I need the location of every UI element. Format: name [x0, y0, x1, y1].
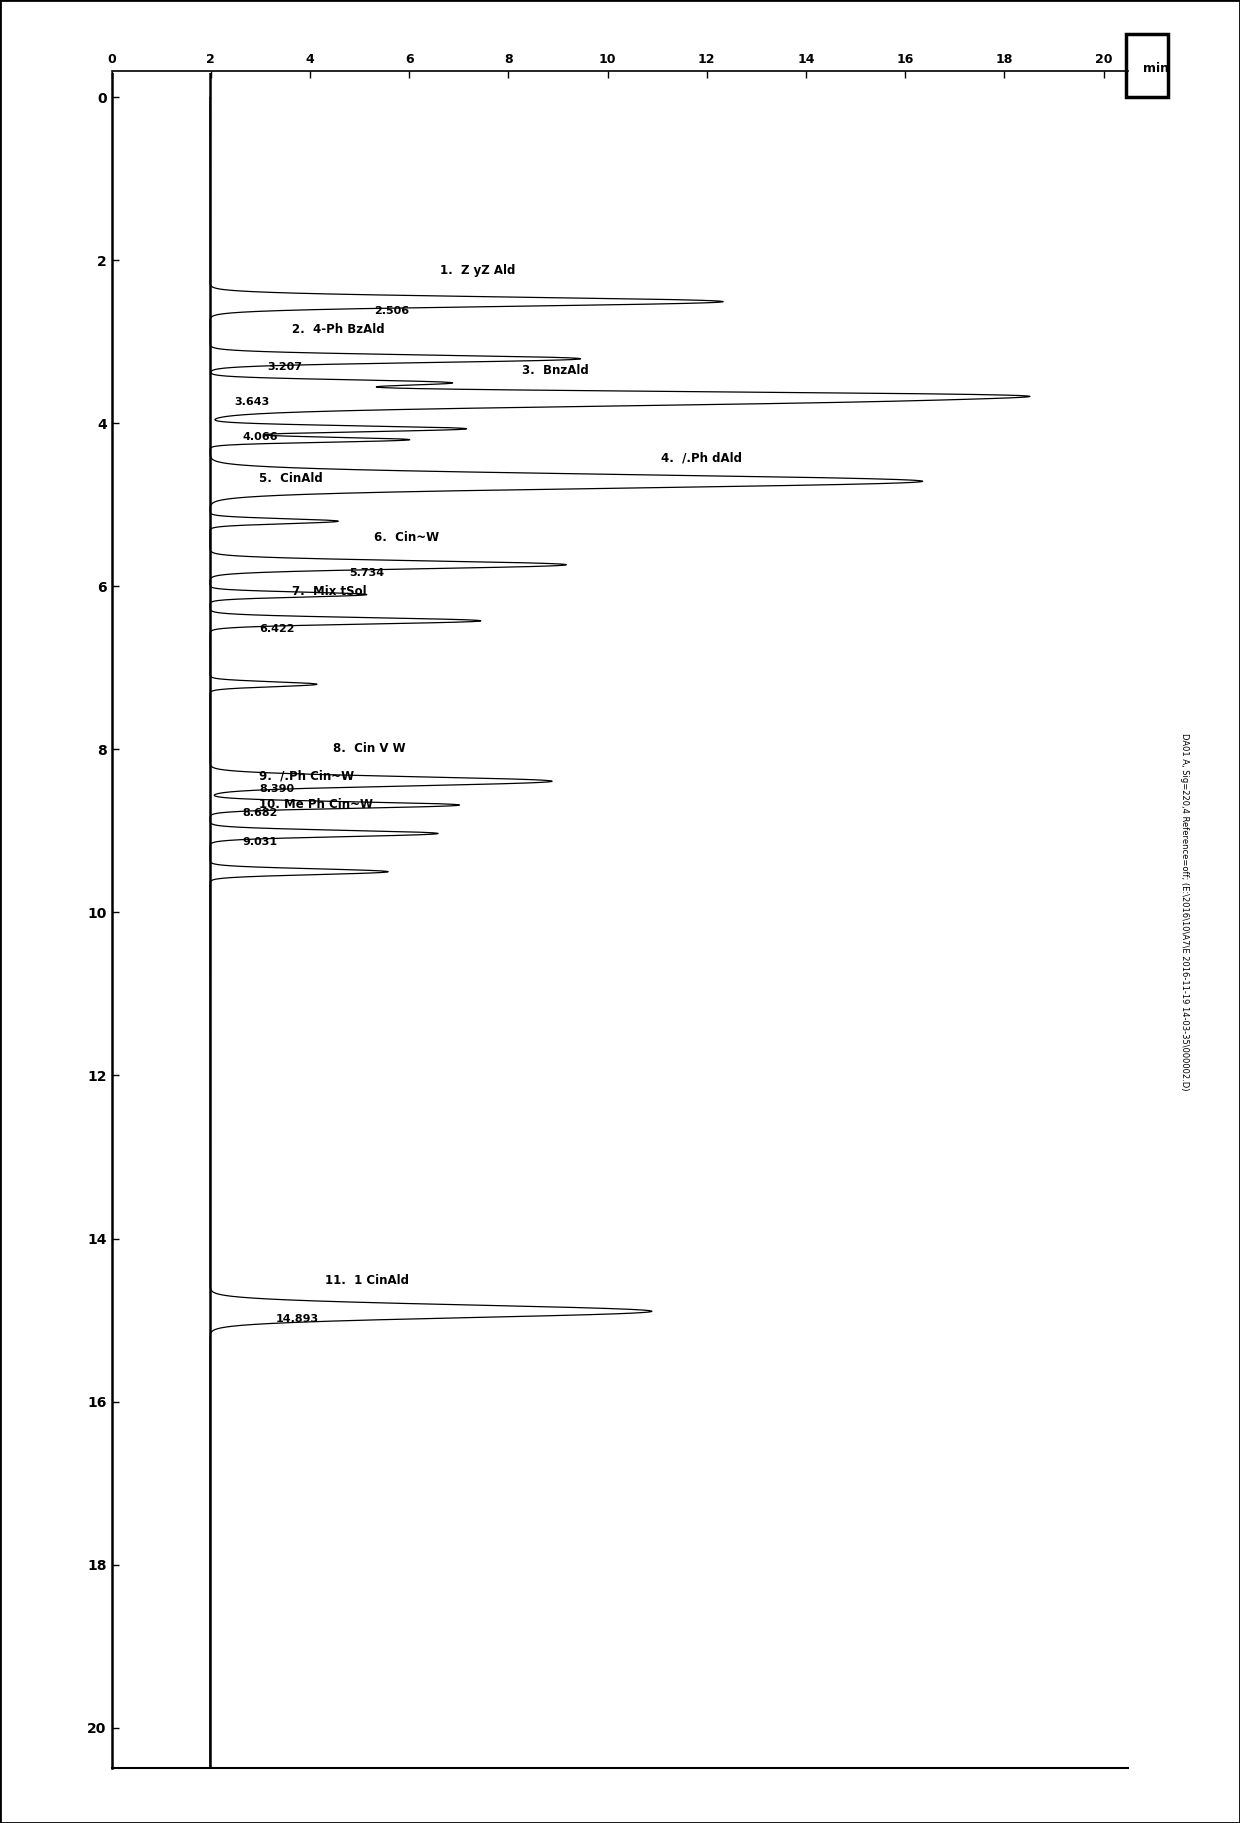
Text: DA01 A, Sig=220,4 Reference=off; (E:\2016\10\A7\E 2016-11-19 14-03-35\000002.D): DA01 A, Sig=220,4 Reference=off; (E:\201…	[1179, 733, 1189, 1090]
Text: 4.  /.Ph dAld: 4. /.Ph dAld	[661, 452, 742, 465]
Text: 6.422: 6.422	[259, 623, 295, 634]
Text: 5.734: 5.734	[350, 567, 384, 578]
Text: 6.  Cin~W: 6. Cin~W	[374, 530, 439, 545]
Text: 2.506: 2.506	[374, 306, 409, 317]
Text: 8.682: 8.682	[243, 808, 278, 819]
Text: min: min	[1143, 62, 1169, 75]
Text: 11.  1 CinAld: 11. 1 CinAld	[325, 1274, 409, 1287]
Text: 9.031: 9.031	[243, 837, 278, 846]
Text: 2.  4-Ph BzAld: 2. 4-Ph BzAld	[291, 323, 384, 335]
Text: 10. Me Ph Cin~W: 10. Me Ph Cin~W	[259, 798, 373, 811]
Text: 7.  Mix tSol: 7. Mix tSol	[291, 585, 367, 598]
Text: 8.390: 8.390	[259, 784, 294, 795]
Text: 5.  CinAld: 5. CinAld	[259, 472, 322, 485]
Text: 1.  Z yZ Ald: 1. Z yZ Ald	[440, 264, 515, 277]
Text: 3.207: 3.207	[268, 361, 303, 372]
Text: 3.  BnzAld: 3. BnzAld	[522, 365, 588, 377]
Text: 14.893: 14.893	[275, 1314, 319, 1323]
Text: 9.  /.Ph Cin~W: 9. /.Ph Cin~W	[259, 769, 355, 782]
Text: 4.066: 4.066	[243, 432, 278, 441]
Text: 8.  Cin V W: 8. Cin V W	[334, 742, 405, 755]
Text: 3.643: 3.643	[234, 397, 270, 407]
